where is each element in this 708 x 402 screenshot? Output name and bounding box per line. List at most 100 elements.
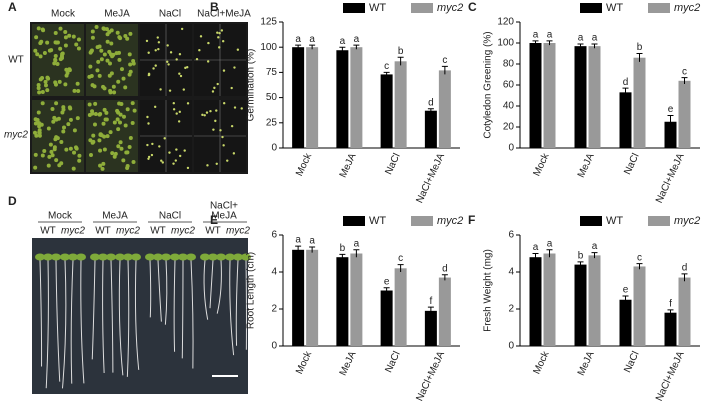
cotyledon — [131, 253, 141, 261]
root — [118, 259, 124, 376]
seedling — [77, 153, 82, 158]
seedling — [209, 109, 212, 113]
y-tick-label: 0 — [508, 143, 514, 154]
y-tick-label: 0 — [271, 143, 277, 154]
seedling — [115, 30, 120, 35]
x-tick-label: MeJA — [576, 151, 597, 179]
genotype-label: WT — [205, 226, 221, 237]
seedling — [38, 77, 43, 82]
y-tick-label: 25 — [266, 117, 278, 128]
seedling — [147, 51, 150, 54]
seedling — [232, 152, 236, 155]
seedling — [75, 116, 80, 121]
photo-a — [30, 22, 248, 174]
panel-letter: E — [210, 213, 218, 227]
root — [157, 259, 162, 322]
seedling — [174, 159, 178, 162]
column-label: NaCl+MeJA — [197, 9, 251, 20]
x-tick-label: Mock — [294, 349, 314, 376]
bar — [678, 277, 691, 346]
y-axis-label: Root Length (cm) — [246, 252, 257, 329]
y-axis-label: Cotyledon Greening (%) — [483, 31, 494, 138]
seedling — [63, 35, 68, 40]
root — [229, 259, 235, 356]
significance-letter: c — [682, 66, 687, 77]
y-tick-label: 0 — [271, 341, 277, 352]
error-bar — [577, 43, 584, 49]
seedling — [36, 83, 41, 88]
error-bar — [427, 306, 434, 315]
seedling — [175, 112, 178, 115]
significance-letter: d — [623, 77, 629, 88]
seedling — [35, 117, 40, 122]
bar — [664, 121, 677, 148]
seedling — [33, 48, 38, 53]
seedling — [186, 102, 190, 105]
legend-label: WT — [606, 2, 623, 14]
error-bar — [427, 108, 434, 113]
seedling — [146, 143, 149, 147]
seedling — [52, 147, 57, 152]
y-tick-label: 100 — [260, 42, 277, 53]
cotyledon — [145, 253, 155, 261]
seedling — [115, 117, 120, 122]
seedling — [40, 101, 45, 106]
error-bar — [636, 53, 643, 62]
significance-letter: d — [442, 263, 448, 274]
genotype-label: WT — [40, 226, 56, 237]
significance-letter: a — [309, 34, 315, 45]
seedling — [37, 90, 42, 95]
seedling — [128, 31, 133, 36]
seedling — [240, 107, 243, 110]
error-bar — [383, 287, 390, 294]
seedling — [72, 150, 77, 155]
seedling — [175, 148, 178, 151]
seedling — [125, 163, 130, 168]
seedling — [112, 120, 117, 125]
seedling — [222, 144, 225, 147]
seedling — [127, 52, 132, 57]
seedling — [157, 41, 161, 44]
y-axis-label: Fresh Weight (mg) — [483, 249, 494, 332]
x-tick-label: NaCl — [383, 350, 402, 375]
seedling — [168, 89, 172, 92]
root — [216, 259, 222, 314]
legend-label: myc2 — [437, 215, 463, 227]
seedling — [93, 101, 98, 106]
seedling — [57, 79, 62, 84]
seedling — [49, 149, 54, 154]
panel-letter: B — [210, 0, 219, 14]
seedling — [39, 39, 44, 44]
seedling — [127, 72, 132, 77]
seedling — [156, 36, 159, 39]
root — [235, 259, 239, 346]
seedling — [213, 86, 216, 90]
seedling — [221, 135, 224, 139]
seedling — [76, 37, 81, 42]
seedling — [220, 29, 224, 32]
seedling — [90, 35, 95, 40]
root — [61, 259, 67, 389]
root — [55, 259, 61, 382]
bar — [424, 310, 437, 346]
significance-letter: a — [592, 33, 598, 44]
seedling — [98, 132, 103, 137]
seedling — [175, 58, 178, 61]
seedling — [166, 60, 169, 63]
seedling — [127, 144, 132, 149]
seedling — [112, 154, 117, 159]
seedling — [118, 36, 123, 41]
seedling — [57, 163, 62, 168]
seedling — [118, 120, 123, 125]
seedling — [128, 136, 133, 141]
cotyledon — [76, 253, 86, 261]
legend-swatch — [343, 3, 365, 13]
seedling — [119, 67, 124, 72]
seedling — [230, 124, 234, 128]
seedling — [178, 52, 182, 56]
seedling — [107, 61, 112, 66]
error-bar — [339, 253, 346, 260]
seedling — [104, 110, 109, 115]
seedling — [101, 161, 106, 166]
